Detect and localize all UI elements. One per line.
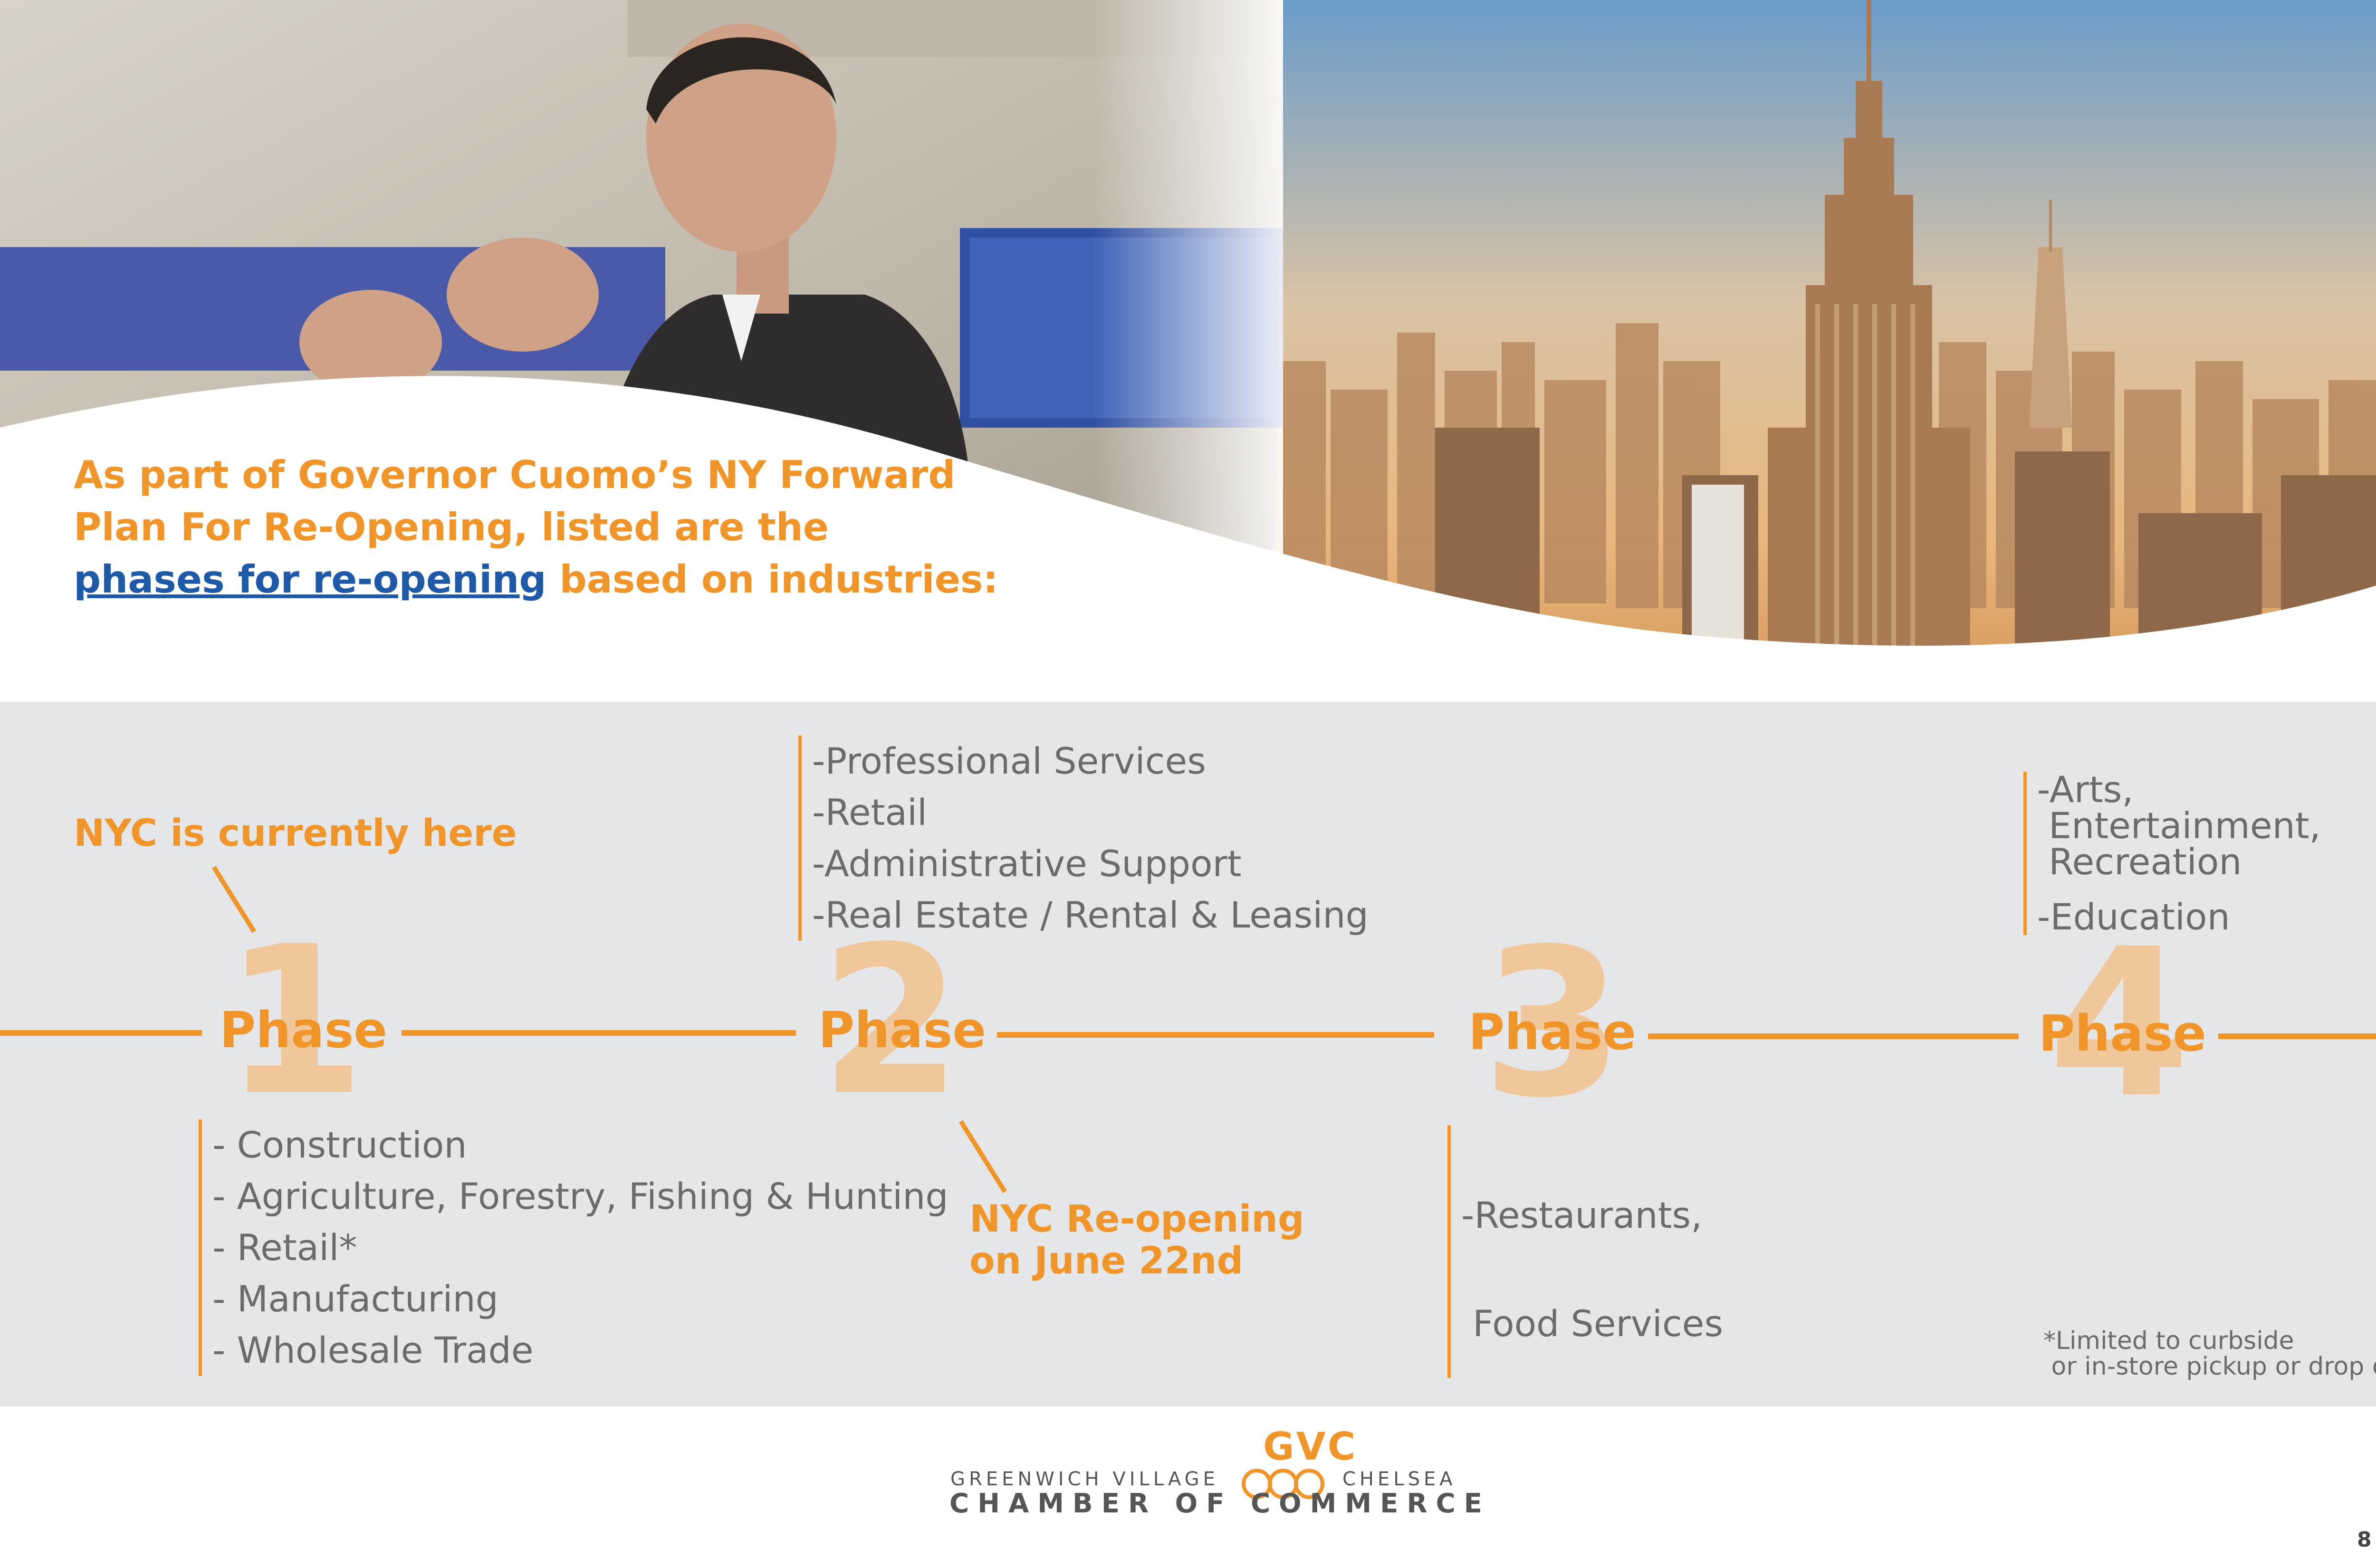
list-item: - Agriculture, Forestry, Fishing & Hunti… — [212, 1175, 948, 1217]
intro-line-3: phases for re-opening based on industrie… — [74, 554, 1119, 606]
timeline-segment — [1648, 1033, 2019, 1039]
list-item: -Professional Services — [812, 740, 1206, 782]
phase-3-label: Phase — [1468, 1003, 1636, 1061]
phase-2-number: 2 — [820, 903, 962, 1140]
timeline-segment — [2218, 1033, 2376, 1039]
phase-4-number: 4 — [2048, 905, 2191, 1143]
logo-greenwich-village: GREENWICH VILLAGE — [950, 1468, 1219, 1490]
reopening-callout-line-2: on June 22nd — [969, 1240, 1244, 1282]
phase-4-label: Phase — [2039, 1004, 2206, 1062]
timeline-segment — [402, 1030, 796, 1036]
list-item: - Manufacturing — [212, 1278, 498, 1320]
timeline-segment — [0, 1030, 202, 1036]
intro-line-2: Plan For Re-Opening, listed are the — [74, 505, 829, 549]
reopening-callout: NYC Re-opening on June 22nd — [969, 1198, 1304, 1282]
intro-heading: As part of Governor Cuomo’s NY Forward P… — [74, 449, 1119, 606]
chamber-logo: GVC GREENWICH VILLAGE CHELSEA CHAMBER OF… — [946, 1421, 1482, 1520]
list-item: -Real Estate / Rental & Leasing — [812, 894, 1369, 936]
list-item: -Restaurants, — [1461, 1194, 1703, 1236]
list-item: - Construction — [212, 1124, 467, 1166]
list-item: -Retail — [812, 791, 928, 833]
list-item: - Wholesale Trade — [212, 1329, 534, 1371]
intro-line-1: As part of Governor Cuomo’s NY Forward — [74, 453, 956, 497]
intro-line-3-rest: based on industries: — [546, 557, 998, 602]
retail-footnote: *Limited to curbside or in-store pickup … — [2043, 1327, 2376, 1381]
phase-3-number: 3 — [1482, 905, 1624, 1143]
phase-1-label: Phase — [220, 1001, 387, 1059]
current-phase-callout: NYC is currently here — [74, 812, 517, 855]
list-item: Recreation — [2037, 841, 2242, 883]
timeline-segment — [997, 1032, 1434, 1038]
logo-monogram: GVC — [1263, 1425, 1358, 1469]
reopening-callout-line-1: NYC Re-opening — [969, 1198, 1304, 1241]
phase-2-label: Phase — [818, 1001, 986, 1059]
logo-rings-icon — [1242, 1469, 1324, 1499]
phase-4-industries: -Arts, Entertainment, Recreation -Educat… — [2023, 772, 2321, 935]
phase-3-industries: -Restaurants, Food Services — [1447, 1125, 1723, 1378]
logo-chamber-of-commerce: CHAMBER OF COMMERCE — [949, 1488, 1491, 1519]
phase-1-number: 1 — [223, 903, 366, 1140]
logo-chelsea: CHELSEA — [1342, 1468, 1456, 1490]
hero-collage — [0, 0, 2376, 675]
hero-photo — [0, 0, 2376, 675]
page-number: 8 — [2357, 1528, 2372, 1552]
phase-2-industries: -Professional Services -Retail -Administ… — [798, 736, 1369, 941]
list-item: - Retail* — [212, 1226, 357, 1269]
phases-panel — [0, 702, 2376, 1406]
list-item: Entertainment, — [2037, 804, 2321, 847]
list-item: -Education — [2037, 896, 2230, 938]
phases-link[interactable]: phases for re-opening — [74, 557, 546, 602]
list-item: -Arts, — [2037, 768, 2134, 811]
phase-1-industries: - Construction - Agriculture, Forestry, … — [199, 1119, 948, 1376]
list-item: -Administrative Support — [812, 842, 1242, 885]
list-item: Food Services — [1461, 1302, 1724, 1345]
